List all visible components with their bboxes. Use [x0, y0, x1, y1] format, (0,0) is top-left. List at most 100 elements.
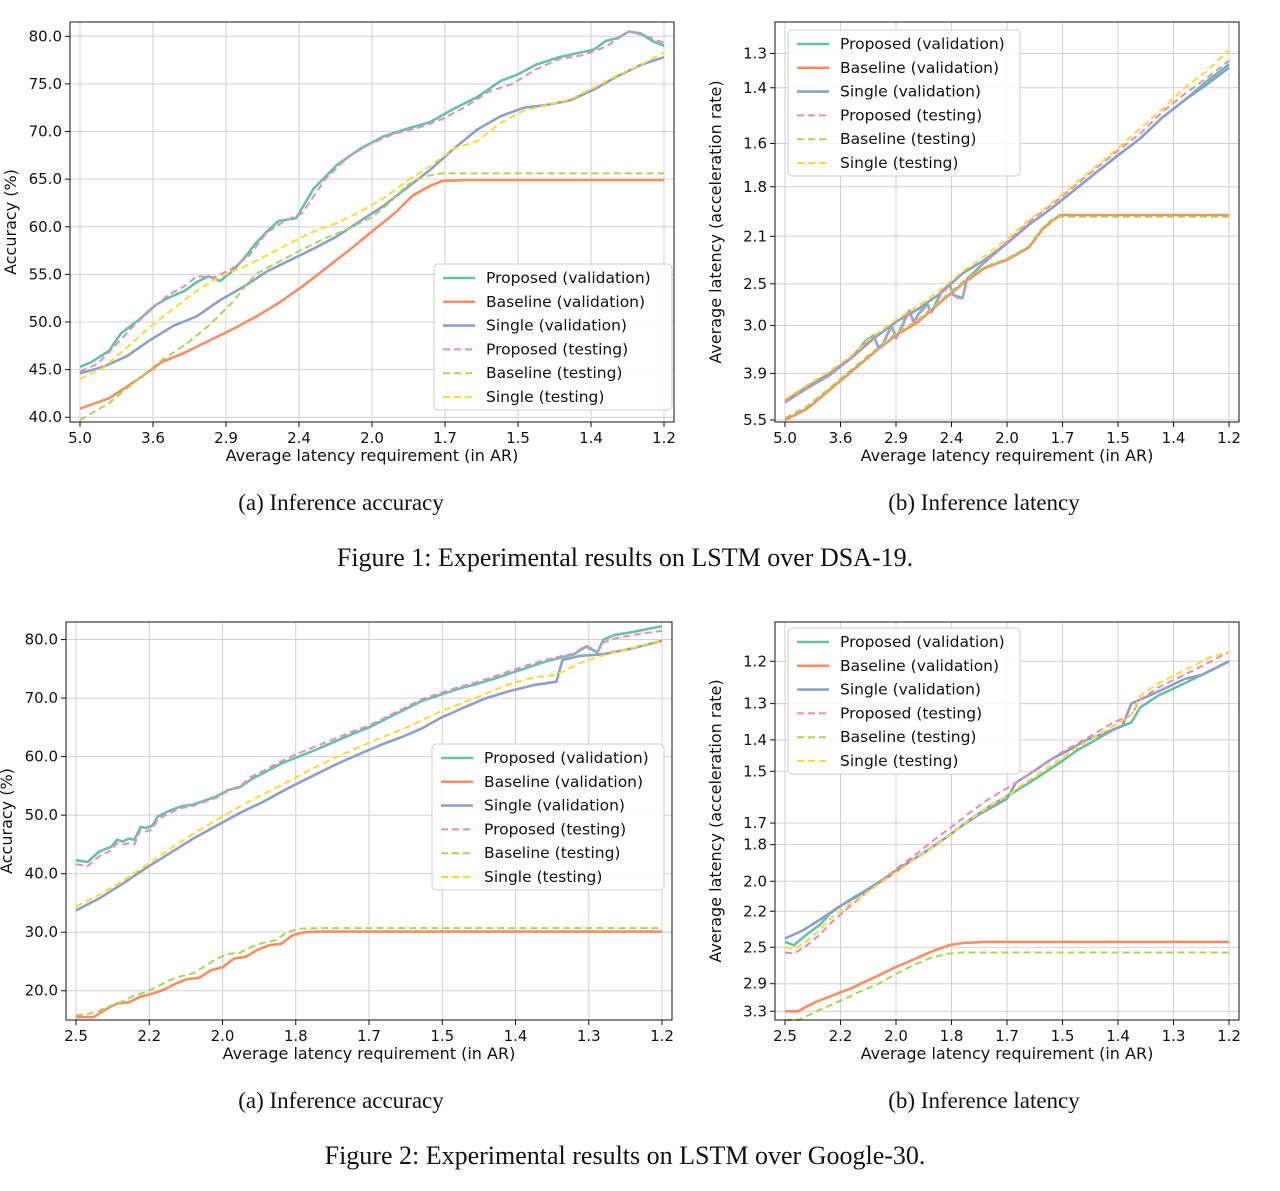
x-tick-label: 2.0 [211, 1027, 235, 1045]
chart-panel-4: 2.5 2.2 2.0 1.8 1.7 1.5 1.4 1.3 1.2 1.2 1.3 1.4 1.5 1… [706, 621, 1241, 1113]
series-line-single-testing [75, 639, 663, 908]
series-line-proposed-testing [784, 651, 1230, 955]
series-line-proposed-validation [75, 624, 663, 864]
legend-label: Baseline (testing) [840, 728, 976, 746]
x-tick-label: 2.4 [940, 429, 964, 447]
x-tick-label: 1.8 [940, 1027, 964, 1045]
series-line-proposed-validation [79, 30, 665, 369]
y-tick-label: 1.6 [743, 134, 767, 152]
y-tick-label: 3.3 [743, 1002, 767, 1020]
y-tick-label: 65.0 [29, 170, 62, 188]
legend: Proposed (validation) Baseline (validatio… [787, 29, 1021, 177]
series-line-baseline-validation [79, 178, 664, 410]
series-line-single-testing [784, 49, 1230, 401]
series-line-baseline-validation [76, 930, 662, 1019]
x-tick-label: 1.2 [1217, 429, 1241, 447]
y-axis-label: Average latency (acceleration rate) [706, 679, 725, 962]
sub-caption: (b) Inference latency [888, 1088, 1080, 1113]
x-tick-label: 1.5 [506, 429, 530, 447]
y-tick-label: 2.0 [743, 872, 767, 890]
y-axis-label: Accuracy (%) [0, 768, 16, 874]
x-tick-label: 2.4 [287, 429, 311, 447]
y-tick-label: 2.5 [743, 938, 767, 956]
x-tick-label: 1.4 [1162, 429, 1186, 447]
x-tick-label: 1.2 [1217, 1027, 1241, 1045]
x-tick-label: 2.5 [773, 1027, 797, 1045]
x-tick-label: 1.5 [430, 1027, 454, 1045]
sub-caption: (b) Inference latency [888, 490, 1080, 515]
x-tick-label: 2.0 [995, 429, 1019, 447]
x-tick-label: 1.2 [650, 1027, 674, 1045]
legend-label: Proposed (testing) [486, 340, 628, 358]
x-tick-label: 2.2 [829, 1027, 853, 1045]
legend-box [431, 743, 665, 891]
y-tick-label: 80.0 [29, 27, 62, 45]
x-tick-label: 1.7 [995, 1027, 1019, 1045]
y-tick-label: 2.2 [743, 902, 767, 920]
y-tick-label: 80.0 [25, 631, 58, 649]
x-tick-label: 2.0 [360, 429, 384, 447]
legend-label: Single (validation) [840, 681, 981, 699]
y-tick-label: 1.3 [743, 44, 767, 62]
legend-box [787, 29, 1021, 177]
y-tick-label: 60.0 [29, 218, 62, 236]
x-tick-label: 1.3 [1162, 1027, 1186, 1045]
legend: Proposed (validation) Baseline (validatio… [431, 743, 665, 891]
y-tick-label: 2.9 [743, 975, 767, 993]
legend-label: Proposed (testing) [484, 820, 626, 838]
y-tick-label: 3.0 [743, 316, 767, 334]
legend-label: Single (testing) [484, 868, 602, 886]
legend-label: Single (testing) [840, 154, 958, 172]
x-axis-label: Average latency requirement (in AR) [861, 1044, 1154, 1063]
x-tick-label: 1.4 [504, 1027, 528, 1045]
y-tick-label: 70.0 [29, 123, 62, 141]
legend-label: Proposed (testing) [840, 106, 982, 124]
legend-label: Baseline (validation) [840, 59, 999, 77]
series-line-proposed-testing [75, 629, 663, 868]
legend-label: Baseline (testing) [840, 130, 976, 148]
legend: Proposed (validation) Baseline (validatio… [433, 263, 673, 411]
x-axis-label: Average latency requirement (in AR) [861, 446, 1154, 465]
plot-frame [65, 621, 673, 1021]
y-tick-label: 1.8 [743, 836, 767, 854]
legend-label: Baseline (testing) [486, 364, 622, 382]
y-tick-label: 1.5 [743, 762, 767, 780]
sub-caption: (a) Inference accuracy [238, 490, 444, 515]
plot-frame [69, 21, 675, 423]
x-tick-label: 1.5 [1106, 429, 1130, 447]
series-line-baseline-testing [784, 215, 1229, 419]
x-tick-label: 1.3 [577, 1027, 601, 1045]
y-tick-label: 1.4 [743, 731, 767, 749]
legend-label: Single (validation) [486, 317, 627, 335]
x-tick-label: 1.7 [1051, 429, 1075, 447]
series-line-single-testing [79, 51, 665, 380]
x-tick-label: 2.5 [64, 1027, 88, 1045]
legend-box [433, 263, 673, 411]
legend-label: Proposed (validation) [840, 35, 1005, 53]
y-tick-label: 30.0 [25, 923, 58, 941]
y-tick-label: 70.0 [25, 689, 58, 707]
y-axis-label: Accuracy (%) [1, 169, 20, 275]
series-line-proposed-testing [79, 30, 665, 373]
y-tick-label: 2.1 [743, 227, 767, 245]
y-tick-label: 1.7 [743, 814, 767, 832]
legend-label: Proposed (testing) [840, 704, 982, 722]
x-tick-label: 1.2 [652, 429, 676, 447]
x-tick-label: 1.7 [357, 1027, 381, 1045]
x-tick-label: 2.0 [884, 1027, 908, 1045]
x-axis-label: Average latency requirement (in AR) [226, 446, 519, 465]
y-tick-label: 3.9 [743, 364, 767, 382]
series-line-single-testing [784, 651, 1230, 951]
series-line-baseline-testing [75, 927, 662, 1017]
plot-frame [774, 621, 1240, 1021]
legend-label: Proposed (validation) [484, 749, 649, 767]
y-tick-label: 50.0 [29, 313, 62, 331]
x-tick-label: 5.0 [68, 429, 92, 447]
y-tick-label: 2.5 [743, 275, 767, 293]
legend-label: Single (testing) [840, 752, 958, 770]
chart-panel-2: 5.0 3.6 2.9 2.4 2.0 1.7 1.5 1.4 1.2 1.3 1.4 1.6 1.8 2… [706, 21, 1241, 515]
legend-box [787, 627, 1021, 775]
legend-label: Single (testing) [486, 388, 604, 406]
legend-label: Baseline (validation) [484, 773, 643, 791]
y-tick-label: 1.2 [743, 652, 767, 670]
